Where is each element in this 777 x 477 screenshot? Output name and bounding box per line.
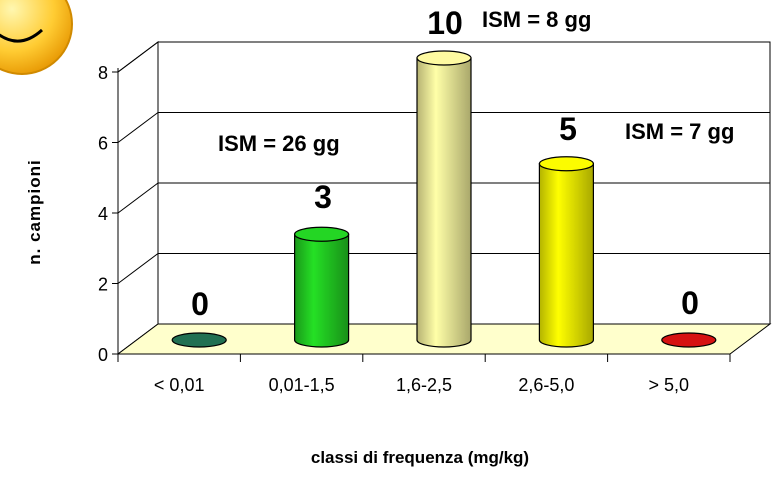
data-label-0: 0 (191, 286, 209, 322)
y-axis-title: n. campioni (25, 159, 44, 264)
y-tick-label: 2 (98, 275, 108, 295)
bar-top (171, 332, 227, 348)
y-tick-label: 0 (98, 345, 108, 365)
x-axis: < 0,01 0,01-1,5 1,6-2,5 2,6-5,0 > 5,0 (117, 354, 731, 395)
bar-1 (294, 226, 350, 348)
bar-body (538, 163, 594, 348)
bar-top (294, 226, 350, 242)
data-label-4: 0 (681, 285, 699, 321)
bars (171, 50, 717, 348)
gridline-side (117, 112, 159, 143)
data-label-2: 10 (427, 5, 463, 41)
smiley-icon (0, 0, 73, 75)
bar-2 (416, 50, 472, 348)
bar-4 (661, 332, 717, 348)
annotation-ism-7: ISM = 7 gg (625, 119, 734, 144)
bar-top (661, 332, 717, 348)
annotation-ism-8: ISM = 8 gg (482, 7, 591, 32)
x-tick-label: > 5,0 (649, 375, 690, 395)
y-tick-label: 4 (98, 204, 108, 224)
gridline-side (117, 182, 159, 214)
y-tick-label: 8 (98, 63, 108, 83)
bar-body (294, 233, 350, 348)
x-tick-label: 2,6-5,0 (518, 375, 574, 395)
x-tick-label: 1,6-2,5 (396, 375, 452, 395)
y-tick-label: 6 (98, 134, 108, 154)
x-tick-label: 0,01-1,5 (269, 375, 335, 395)
bar-top (416, 50, 472, 66)
gridline-side (117, 253, 159, 284)
bar-0 (171, 332, 227, 348)
bar-body (416, 57, 472, 348)
bar-3 (538, 156, 595, 348)
x-axis-title: classi di frequenza (mg/kg) (311, 448, 529, 467)
data-label-1: 3 (314, 179, 332, 215)
y-axis: 0 2 4 6 8 (98, 63, 119, 365)
gridline-side (117, 41, 159, 73)
x-tick-label: < 0,01 (154, 375, 205, 395)
annotation-ism-26: ISM = 26 gg (218, 131, 340, 156)
bar-top (538, 156, 595, 172)
data-label-3: 5 (559, 111, 577, 147)
